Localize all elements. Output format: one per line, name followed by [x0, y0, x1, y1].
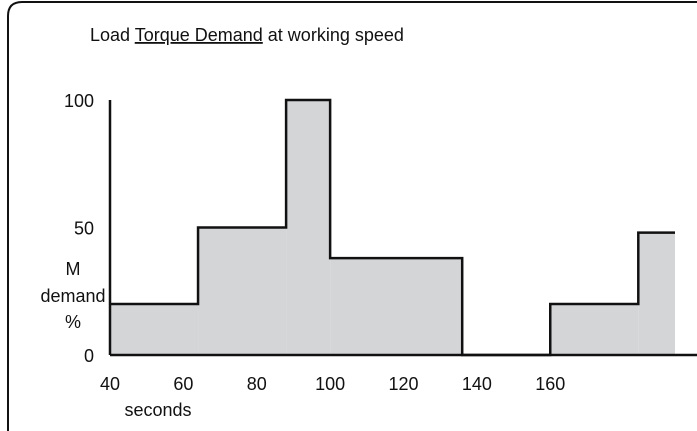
title-part: at working speed — [263, 25, 404, 45]
bar — [110, 304, 199, 355]
y-axis-label: % — [65, 312, 81, 332]
bar — [198, 227, 287, 355]
title-part: Load — [90, 25, 135, 45]
x-tick-label: 80 — [247, 374, 267, 394]
x-tick-label: 60 — [173, 374, 193, 394]
x-tick-label: 120 — [388, 374, 418, 394]
y-axis-label: demand — [40, 286, 105, 306]
y-tick-label: 0 — [84, 346, 94, 366]
bar — [550, 304, 639, 355]
bar — [286, 100, 331, 355]
bar — [638, 232, 675, 355]
x-tick-label: 160 — [535, 374, 565, 394]
chart-title: Load Torque Demand at working speed — [90, 25, 404, 45]
x-axis-label: seconds — [124, 400, 191, 420]
panel-border — [7, 1, 697, 431]
y-axis-label: M — [66, 259, 81, 279]
bar — [330, 258, 463, 355]
y-tick-label: 100 — [64, 91, 94, 111]
step-outline — [110, 98, 675, 357]
x-tick-label: 100 — [315, 374, 345, 394]
title-part: Torque Demand — [135, 25, 263, 45]
x-tick-label: 40 — [100, 374, 120, 394]
y-tick-label: 50 — [74, 218, 94, 238]
x-tick-label: 140 — [462, 374, 492, 394]
